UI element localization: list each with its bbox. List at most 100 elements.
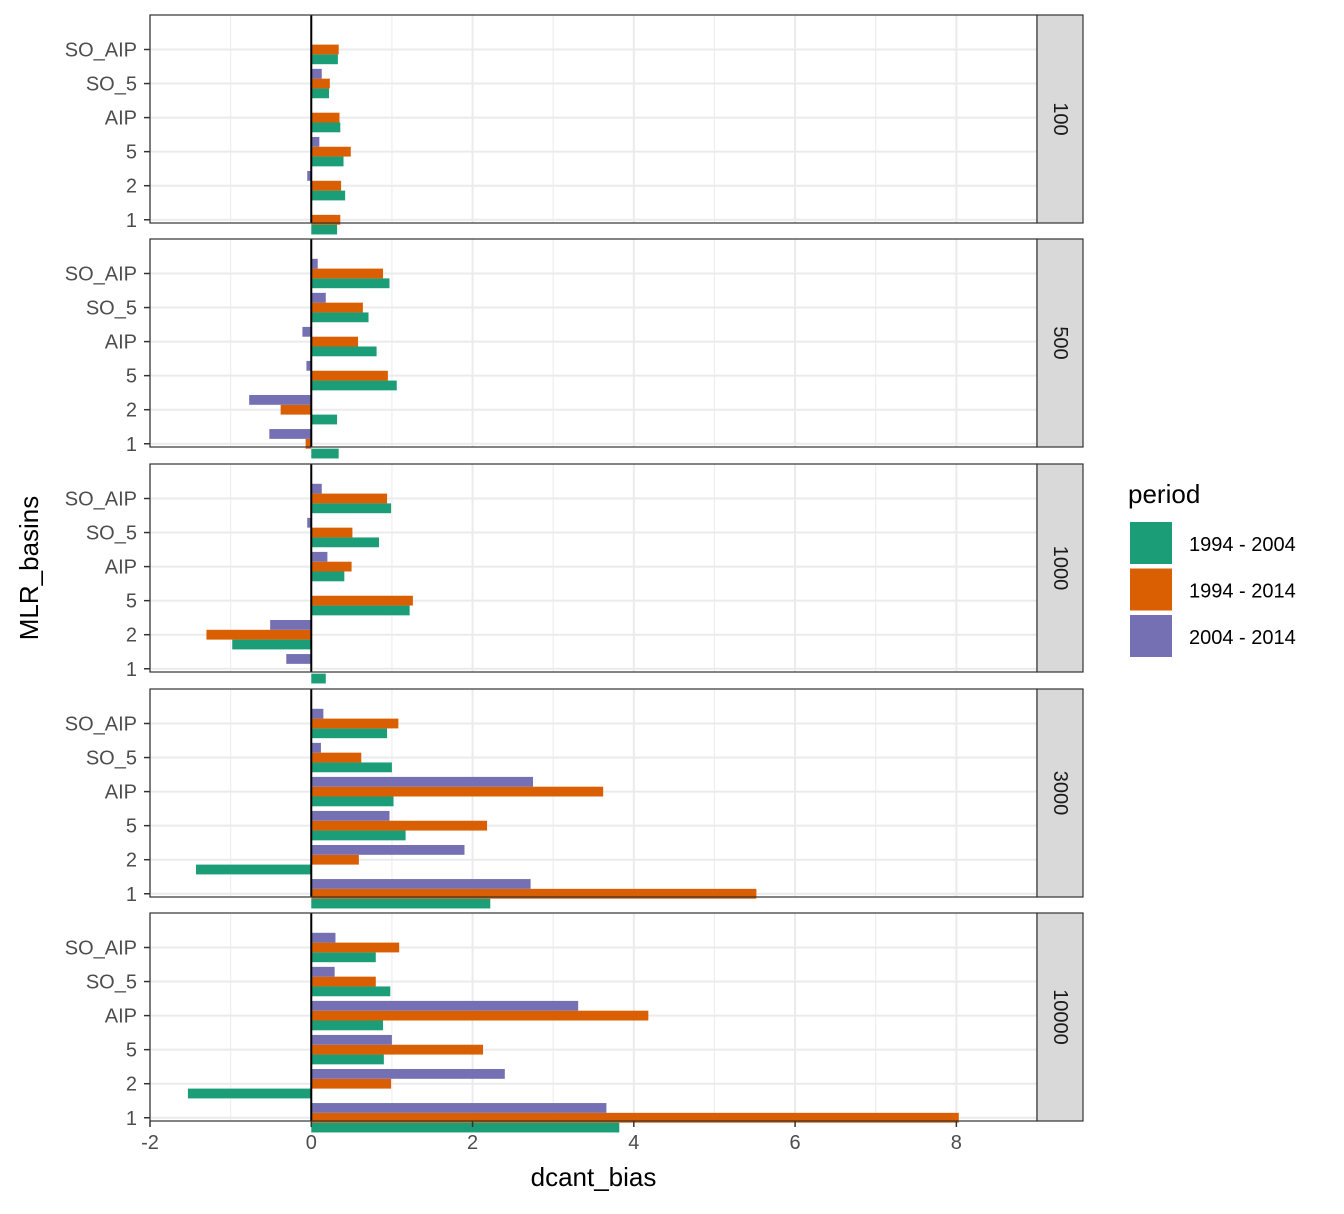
bar-10000-AIP-2004-2014 — [311, 1000, 579, 1011]
bar-500-5-2004-2014 — [306, 360, 312, 371]
bar-10000-AIP-1994-2014 — [311, 1010, 649, 1021]
bar-10000-1-1994-2004 — [311, 1122, 620, 1133]
bar-1000-SO_AIP-2004-2014 — [311, 483, 322, 494]
y-tick-label: AIP — [105, 108, 137, 130]
y-tick-label: SO_AIP — [65, 714, 137, 736]
bar-500-AIP-1994-2004 — [311, 346, 377, 357]
y-tick-label: 5 — [126, 1040, 137, 1062]
x-tick-label: 4 — [628, 1132, 639, 1154]
y-tick-label: SO_AIP — [65, 264, 137, 286]
x-axis-title: dcant_bias — [531, 1162, 657, 1192]
bar-10000-SO_5-2004-2014 — [311, 966, 335, 977]
bar-10000-SO_AIP-2004-2014 — [311, 932, 336, 943]
x-tick-label: 0 — [306, 1132, 317, 1154]
facet-strip-label: 100 — [1049, 102, 1071, 135]
legend-entry-label: 1994 - 2014 — [1189, 581, 1296, 603]
y-tick-label: 1 — [126, 434, 137, 456]
panel-background-100 — [150, 15, 1037, 223]
bar-10000-2-1994-2014 — [311, 1078, 392, 1089]
bar-1000-5-1994-2004 — [311, 605, 410, 616]
bar-100-1-1994-2014 — [311, 214, 341, 225]
bar-500-SO_5-1994-2004 — [311, 312, 369, 323]
y-tick-label: SO_5 — [86, 74, 137, 96]
legend-title: period — [1128, 479, 1200, 509]
bar-500-2-1994-2014 — [280, 404, 312, 415]
y-tick-label: 1 — [126, 659, 137, 681]
y-tick-label: AIP — [105, 557, 137, 579]
bar-500-1-1994-2014 — [305, 438, 312, 449]
bar-1000-2-2004-2014 — [270, 620, 312, 630]
bar-100-5-2004-2014 — [311, 136, 320, 147]
bar-500-5-1994-2004 — [311, 380, 397, 391]
bar-1000-SO_AIP-1994-2014 — [311, 493, 388, 504]
bar-3000-AIP-1994-2014 — [311, 786, 604, 797]
legend-key-1994-2004 — [1130, 522, 1172, 564]
bar-3000-5-1994-2004 — [311, 830, 406, 841]
bar-1000-SO_5-1994-2014 — [311, 527, 353, 538]
x-tick-label: 8 — [951, 1132, 962, 1154]
bar-500-SO_AIP-2004-2014 — [311, 258, 318, 269]
facet-strip-label: 500 — [1049, 326, 1071, 359]
bar-500-2-2004-2014 — [249, 395, 312, 405]
bar-10000-5-2004-2014 — [311, 1034, 392, 1045]
x-tick-label: 6 — [790, 1132, 801, 1154]
bar-3000-1-1994-2014 — [311, 888, 757, 899]
bar-3000-1-1994-2004 — [311, 898, 491, 909]
bar-100-5-1994-2014 — [311, 146, 351, 157]
bar-100-SO_5-1994-2004 — [311, 88, 330, 99]
bar-10000-SO_AIP-1994-2014 — [311, 942, 400, 953]
bar-100-SO_AIP-1994-2004 — [311, 54, 338, 65]
y-tick-label: 5 — [126, 366, 137, 388]
bar-1000-1-1994-2004 — [311, 673, 326, 684]
bar-100-1-1994-2004 — [311, 224, 338, 235]
bar-100-AIP-1994-2014 — [311, 112, 340, 123]
bar-3000-SO_5-1994-2014 — [311, 752, 362, 763]
bar-3000-SO_AIP-2004-2014 — [311, 708, 324, 719]
bar-10000-AIP-1994-2004 — [311, 1020, 384, 1031]
legend-key-1994-2014 — [1130, 568, 1172, 611]
bar-500-AIP-1994-2014 — [311, 336, 359, 347]
bar-500-5-1994-2014 — [311, 370, 388, 381]
facet-strip-label: 10000 — [1049, 989, 1071, 1045]
facet-strip-10000 — [1036, 912, 1084, 1122]
bar-100-SO_5-1994-2014 — [311, 78, 330, 89]
y-tick-label: SO_5 — [86, 523, 137, 545]
bar-100-SO_AIP-1994-2014 — [311, 44, 339, 55]
bar-3000-5-1994-2014 — [311, 820, 488, 831]
bar-10000-2-2004-2014 — [311, 1069, 505, 1079]
y-tick-label: 2 — [126, 1074, 137, 1096]
bar-3000-SO_5-1994-2004 — [311, 762, 392, 773]
bar-100-2-1994-2004 — [311, 190, 346, 201]
bar-3000-SO_AIP-1994-2014 — [311, 718, 399, 729]
y-axis-title: MLR_basins — [14, 496, 44, 641]
bar-1000-SO_5-2004-2014 — [307, 517, 312, 528]
y-tick-label: 5 — [126, 816, 137, 838]
bar-10000-SO_5-1994-2014 — [311, 976, 376, 987]
bar-1000-SO_AIP-1994-2004 — [311, 503, 392, 514]
panel-background-500 — [150, 239, 1037, 447]
y-tick-label: SO_5 — [86, 972, 137, 994]
y-tick-label: 5 — [126, 142, 137, 164]
legend-entry-label: 1994 - 2004 — [1189, 534, 1296, 556]
bar-100-AIP-1994-2004 — [311, 122, 341, 133]
bar-10000-SO_5-1994-2004 — [311, 986, 391, 997]
y-tick-label: 2 — [126, 400, 137, 422]
bar-3000-5-2004-2014 — [311, 810, 390, 821]
bar-100-2-1994-2014 — [311, 180, 342, 191]
bar-3000-AIP-2004-2014 — [311, 776, 534, 787]
facet-strip-1000 — [1036, 463, 1084, 673]
bar-3000-SO_AIP-1994-2004 — [311, 728, 388, 739]
bar-500-1-1994-2004 — [311, 448, 339, 459]
bar-1000-AIP-1994-2014 — [311, 561, 352, 572]
y-tick-label: 2 — [126, 176, 137, 198]
legend-entry-label: 2004 - 2014 — [1189, 627, 1296, 649]
y-tick-label: 2 — [126, 850, 137, 872]
y-tick-label: AIP — [105, 1006, 137, 1028]
bar-100-5-1994-2004 — [311, 156, 344, 167]
x-tick-label: 2 — [467, 1132, 478, 1154]
bar-3000-SO_5-2004-2014 — [311, 742, 321, 753]
bar-3000-AIP-1994-2004 — [311, 796, 394, 807]
bar-3000-2-1994-2014 — [311, 854, 359, 865]
bar-3000-2-1994-2004 — [195, 864, 312, 875]
